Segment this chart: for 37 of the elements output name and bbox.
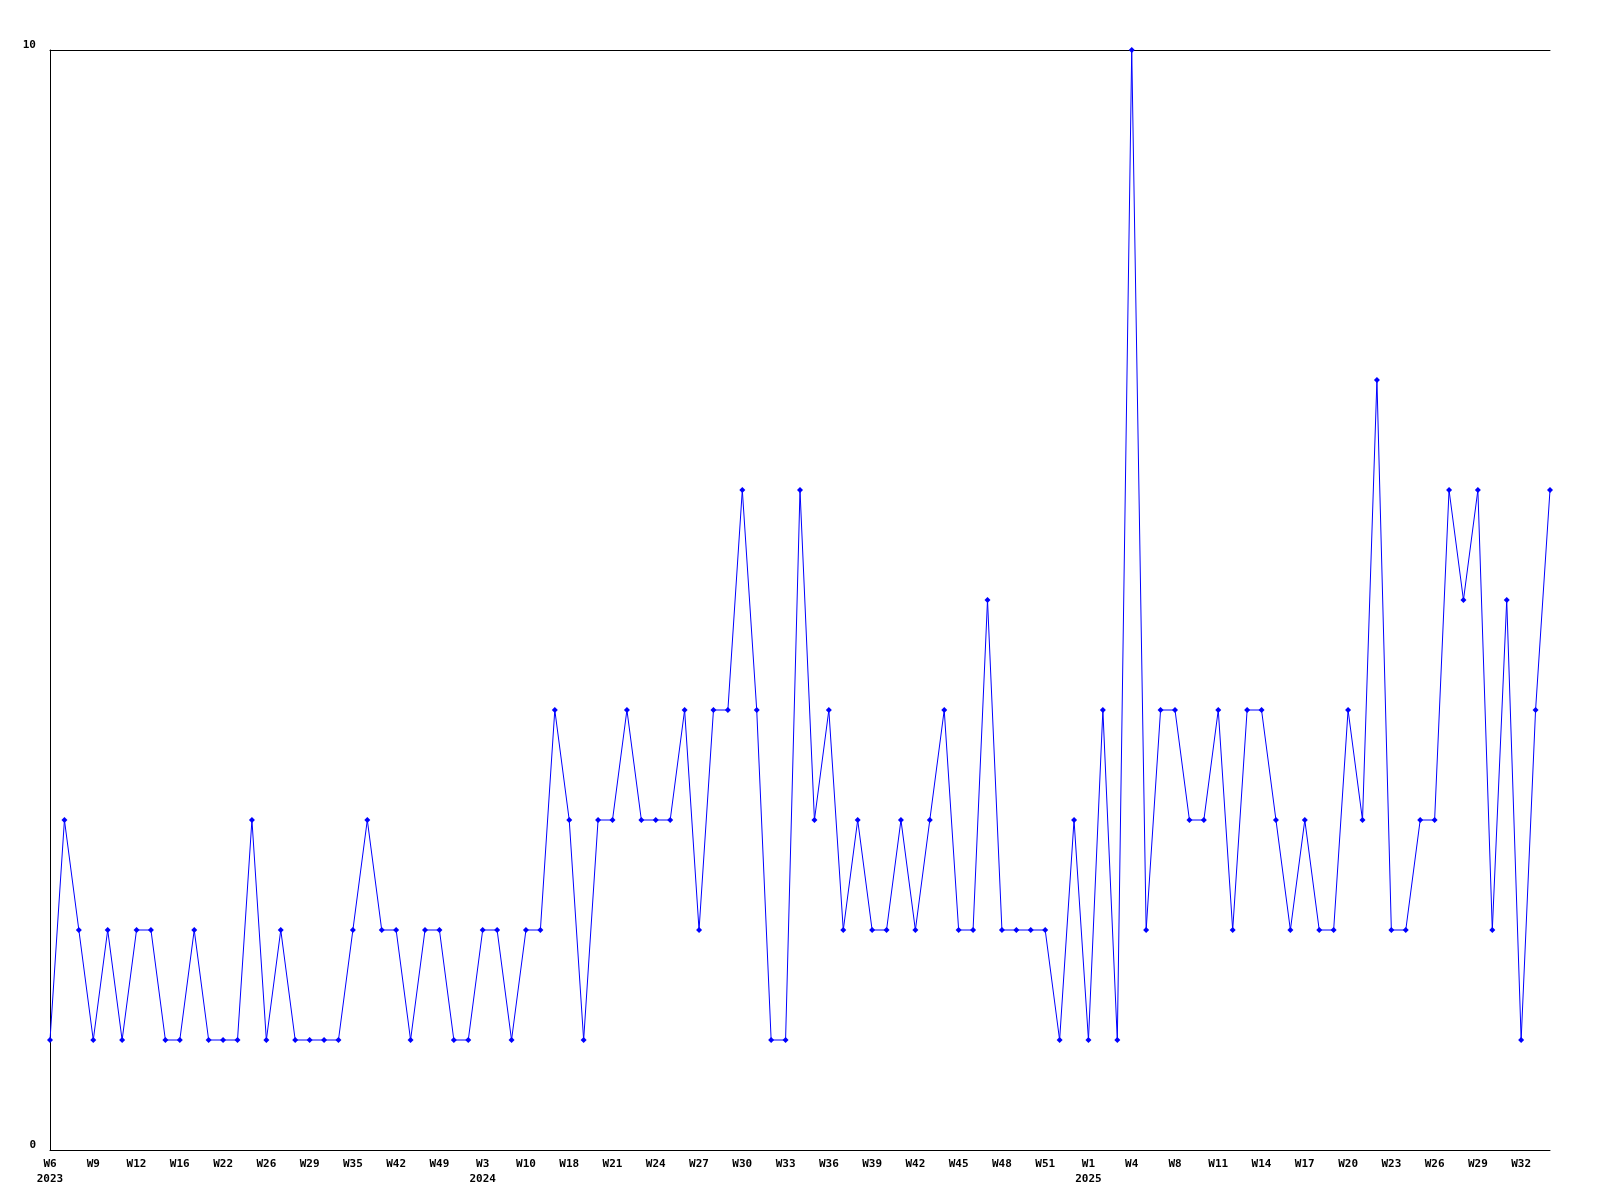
x-tick-label: W6 2023 [36,1157,64,1185]
x-tick-label: W29 [299,1157,320,1170]
x-tick-label: W36 [818,1157,840,1170]
x-tick-label: W12 [126,1157,147,1170]
y-tick-label: 10 [22,38,36,51]
x-tick-label: W42 [905,1157,926,1170]
x-tick-label: W48 [991,1157,1012,1170]
x-tick-label: W33 [775,1157,796,1170]
x-tick-label: W45 [948,1157,969,1170]
x-tick-label: W9 [86,1157,100,1170]
x-tick-label: W20 [1338,1157,1359,1170]
x-tick-label: W23 [1381,1157,1402,1170]
x-tick-label: W8 [1168,1157,1182,1170]
x-tick-label: W32 [1511,1157,1532,1170]
x-tick-label: W51 [1035,1157,1056,1170]
x-tick-label: W26 [256,1157,277,1170]
x-tick-label: W26 [1424,1157,1445,1170]
x-tick-label: W42 [386,1157,407,1170]
x-tick-label: W1 2025 [1075,1157,1102,1185]
x-tick-label: W16 [169,1157,191,1170]
x-tick-label: W21 [602,1157,623,1170]
x-tick-label: W35 [342,1157,363,1170]
x-tick-label: W30 [732,1157,753,1170]
x-tick-label: W3 2024 [469,1157,497,1185]
x-tick-label: W39 [862,1157,883,1170]
x-tick-label: W11 [1208,1157,1229,1170]
x-tick-label: W24 [645,1157,667,1170]
x-tick-label: W10 [516,1157,536,1170]
x-tick-label: W17 [1294,1157,1315,1170]
x-tick-label: W22 [213,1157,234,1170]
x-tick-label: W14 [1251,1157,1272,1170]
x-tick-label: W18 [559,1157,580,1170]
x-tick-label: W49 [429,1157,450,1170]
x-tick-label: W4 [1125,1157,1139,1170]
x-tick-label: W29 [1467,1157,1488,1170]
y-tick-label: 0 [29,1138,36,1151]
x-tick-label: W27 [689,1157,709,1170]
